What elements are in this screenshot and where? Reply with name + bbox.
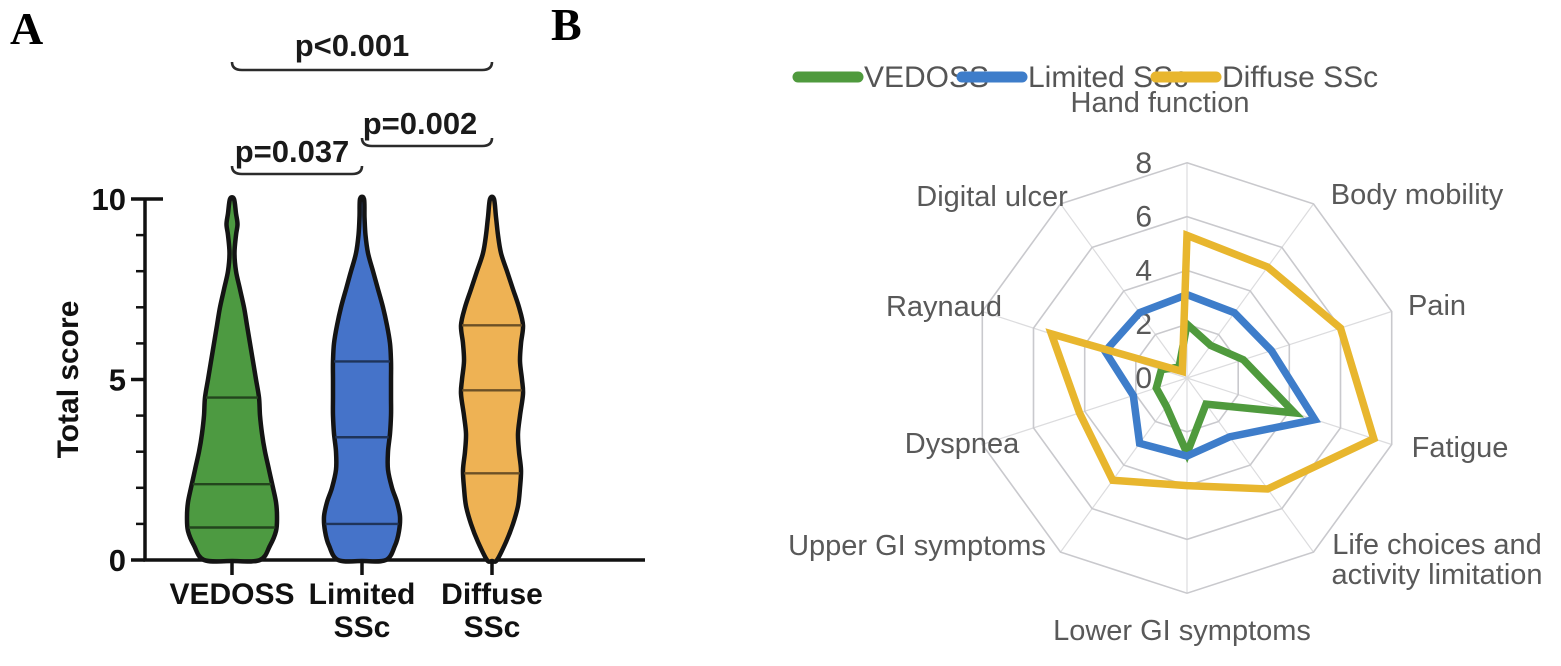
radar-axis-label: Dyspnea (905, 428, 1020, 460)
legend-label: Diffuse SSc (1222, 61, 1378, 94)
radar-axis-label: Pain (1408, 290, 1466, 322)
radar-gridline (1032, 215, 1342, 541)
y-tick-label: 0 (109, 543, 126, 578)
radar-axis-label: Raynaud (886, 291, 1002, 323)
p-value-label: p<0.001 (295, 28, 410, 63)
panel-b-label: B (551, 0, 582, 50)
significance-bracket (230, 165, 364, 176)
violin-diffuse-ssc (458, 194, 526, 564)
radar-axis-label: Fatigue (1412, 432, 1509, 464)
significance-bracket (360, 137, 494, 148)
radar-tick-label: 8 (1135, 147, 1152, 180)
radar-axis-label: Lower GI symptoms (1053, 615, 1311, 647)
x-tick-label: Diffuse (441, 578, 543, 611)
significance-bracket (230, 61, 494, 72)
x-tick-label: SSc (334, 611, 391, 644)
radar-axis-label: Life choices and (1332, 529, 1542, 561)
x-tick-label: SSc (464, 611, 521, 644)
radar-gridline (981, 161, 1393, 595)
x-tick-label: VEDOSS (169, 578, 294, 611)
radar-series-limited-ssc (1100, 290, 1321, 460)
violin-vedoss (184, 194, 280, 564)
radar-tick-label: 4 (1135, 254, 1152, 287)
p-value-label: p=0.002 (363, 106, 478, 141)
radar-axis-label: Body mobility (1331, 179, 1504, 211)
p-value-label: p=0.037 (235, 134, 350, 169)
radar-axis-label: Hand function (1071, 87, 1250, 119)
radar-series-diffuse-ssc (1045, 229, 1379, 493)
radar-axis-label: Upper GI symptoms (788, 530, 1046, 562)
x-tick-label: Limited (309, 578, 416, 611)
radar-axis-label: Digital ulcer (916, 181, 1068, 213)
y-axis-title: Total score (52, 301, 85, 459)
y-tick-label: 10 (92, 182, 126, 217)
panel-a-label: A (10, 3, 44, 54)
violin-limited-ssc (321, 194, 403, 564)
radar-axis-label: activity limitation (1331, 559, 1542, 591)
y-tick-label: 5 (109, 363, 126, 398)
radar-tick-label: 6 (1135, 201, 1152, 234)
radar-tick-label: 0 (1135, 362, 1152, 395)
